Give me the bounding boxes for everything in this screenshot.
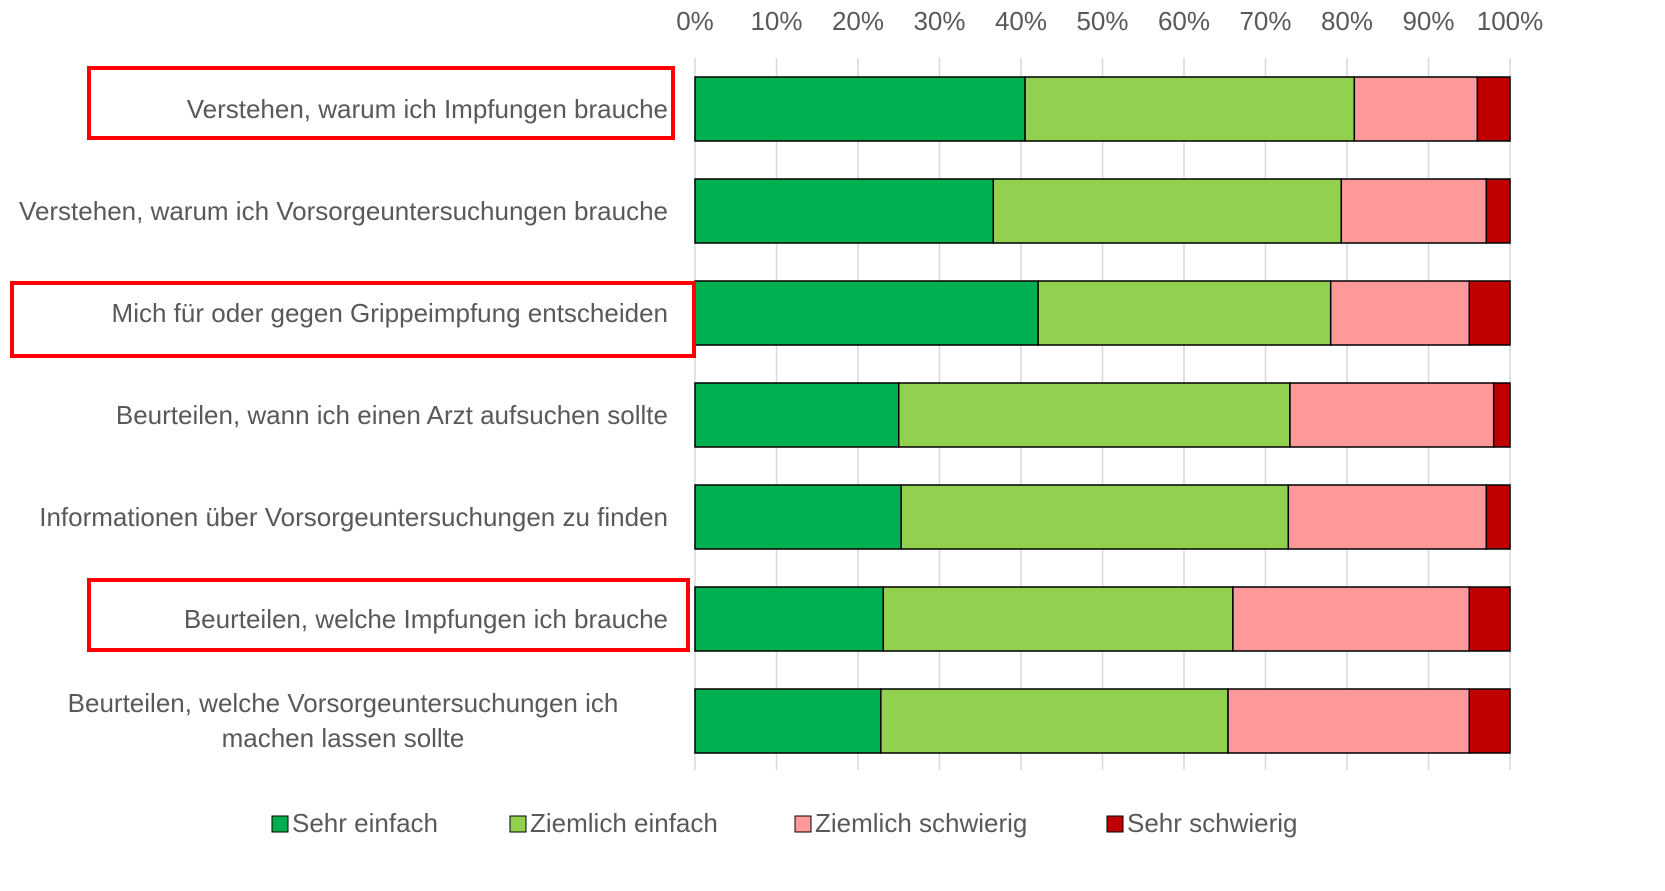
bar-segment [1024, 76, 1356, 142]
bar-segment [694, 688, 882, 754]
legend-label: Sehr einfach [292, 808, 438, 838]
bar-segment [694, 280, 1039, 346]
x-tick-label: 80% [1321, 6, 1373, 36]
category-label-row: Informationen über Vorsorgeuntersuchunge… [0, 472, 668, 562]
x-tick-label: 50% [1076, 6, 1128, 36]
bar-segment [1492, 382, 1511, 448]
bar-segment [694, 178, 995, 244]
legend-swatch [509, 815, 527, 833]
x-tick-label: 20% [832, 6, 884, 36]
category-label: Beurteilen, welche Vorsorgeuntersuchunge… [67, 688, 619, 753]
category-label-row: Beurteilen, wann ich einen Arzt aufsuche… [0, 370, 668, 460]
category-label-row: Verstehen, warum ich Vorsorgeuntersuchun… [0, 166, 668, 256]
bar-segment [694, 76, 1026, 142]
bar-segment [1476, 76, 1511, 142]
legend-label: Sehr schwierig [1127, 808, 1298, 838]
bar-segment [694, 382, 900, 448]
bar-segment [1468, 280, 1511, 346]
bar-segment [1287, 484, 1488, 550]
bar-segment [1329, 280, 1470, 346]
bar-segment [1485, 484, 1511, 550]
bar-segment [880, 688, 1229, 754]
x-tick-label: 10% [750, 6, 802, 36]
x-tick-label: 90% [1402, 6, 1454, 36]
bar-segment [1468, 586, 1511, 652]
category-label-row: Beurteilen, welche Impfungen ich brauche [0, 574, 668, 664]
highlight-box [87, 66, 675, 140]
bar-segment [1037, 280, 1332, 346]
bar-segment [1340, 178, 1488, 244]
bar-segment [1289, 382, 1495, 448]
bar-segment [992, 178, 1343, 244]
bar-segment [1485, 178, 1511, 244]
legend-label: Ziemlich schwierig [815, 808, 1027, 838]
category-label: Verstehen, warum ich Vorsorgeuntersuchun… [19, 195, 668, 226]
bar-segment [900, 484, 1290, 550]
highlight-box [10, 281, 696, 358]
legend-swatch [271, 815, 289, 833]
bar-segment [1232, 586, 1471, 652]
bar-segment [1227, 688, 1471, 754]
bar-segment [898, 382, 1291, 448]
category-label: Informationen über Vorsorgeuntersuchunge… [39, 501, 668, 532]
x-tick-label: 30% [913, 6, 965, 36]
category-label: Mich für oder gegen Grippeimpfung entsch… [111, 297, 668, 328]
bar-segment [1468, 688, 1511, 754]
category-label-row: Mich für oder gegen Grippeimpfung entsch… [0, 268, 668, 358]
bar-segment [694, 484, 902, 550]
x-tick-label: 100% [1477, 6, 1544, 36]
category-label-row: Verstehen, warum ich Impfungen brauche [0, 64, 668, 154]
x-tick-label: 40% [995, 6, 1047, 36]
highlight-box [87, 578, 690, 652]
x-tick-label: 60% [1158, 6, 1210, 36]
legend-swatch [794, 815, 812, 833]
legend-label: Ziemlich einfach [530, 808, 718, 838]
category-label: Beurteilen, wann ich einen Arzt aufsuche… [115, 399, 668, 430]
category-label-row: Beurteilen, welche Vorsorgeuntersuchunge… [0, 676, 668, 766]
category-label: Verstehen, warum ich Impfungen brauche [186, 93, 668, 124]
x-tick-label: 0% [676, 6, 714, 36]
bar-segment [694, 586, 885, 652]
category-label: Beurteilen, welche Impfungen ich brauche [183, 603, 668, 634]
x-tick-label: 70% [1239, 6, 1291, 36]
bar-segment [882, 586, 1234, 652]
bar-segment [1353, 76, 1479, 142]
legend-swatch [1106, 815, 1124, 833]
